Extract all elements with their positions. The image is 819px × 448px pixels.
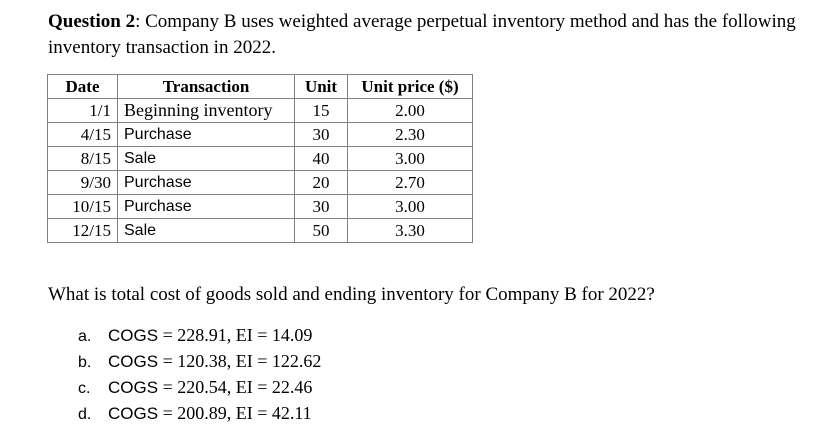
cell-transaction: Sale — [117, 218, 295, 243]
header-unit-price: Unit price ($) — [347, 74, 473, 99]
header-transaction: Transaction — [117, 74, 295, 99]
cell-price: 2.70 — [347, 170, 473, 195]
table-row: 12/15 Sale 50 3.30 — [47, 218, 473, 243]
option-d[interactable]: d. COGS = 200.89, EI = 42.11 — [78, 400, 321, 426]
cell-price: 2.00 — [347, 98, 473, 123]
cell-date: 4/15 — [47, 122, 118, 147]
cell-date: 8/15 — [47, 146, 118, 171]
cell-date: 12/15 — [47, 218, 118, 243]
table-row: 9/30 Purchase 20 2.70 — [47, 170, 473, 195]
table-header-row: Date Transaction Unit Unit price ($) — [47, 74, 473, 99]
option-text: = 200.89, EI = 42.11 — [158, 403, 312, 423]
cell-price: 3.00 — [347, 146, 473, 171]
cell-price: 2.30 — [347, 122, 473, 147]
cell-unit: 30 — [294, 194, 348, 219]
option-letter: c. — [78, 380, 91, 397]
cell-date: 9/30 — [47, 170, 118, 195]
header-unit: Unit — [294, 74, 348, 99]
table-row: 4/15 Purchase 30 2.30 — [47, 122, 473, 147]
option-letter: a. — [78, 328, 92, 345]
cell-price: 3.30 — [347, 218, 473, 243]
cell-unit: 15 — [294, 98, 348, 123]
option-cogs-label: COGS — [108, 326, 159, 345]
cell-unit: 40 — [294, 146, 348, 171]
cell-unit: 50 — [294, 218, 348, 243]
option-letter: b. — [78, 354, 92, 371]
option-text: = 228.91, EI = 14.09 — [158, 325, 313, 345]
table-row: 10/15 Purchase 30 3.00 — [47, 194, 473, 219]
table-row: 8/15 Sale 40 3.00 — [47, 146, 473, 171]
question-label: Question 2 — [48, 11, 136, 32]
option-cogs-label: COGS — [108, 352, 159, 371]
option-a[interactable]: a. COGS = 228.91, EI = 14.09 — [78, 322, 321, 348]
option-cogs-label: COGS — [108, 378, 159, 397]
cell-transaction: Beginning inventory — [117, 98, 295, 123]
question-prompt: What is total cost of goods sold and end… — [48, 284, 655, 305]
question-text: Question 2: Company B uses weighted aver… — [48, 9, 808, 61]
cell-unit: 30 — [294, 122, 348, 147]
table-row: 1/1 Beginning inventory 15 2.00 — [47, 98, 473, 123]
cell-transaction: Sale — [117, 146, 295, 171]
header-date: Date — [47, 74, 118, 99]
question-body: : Company B uses weighted average perpet… — [48, 11, 796, 58]
option-letter: d. — [78, 406, 92, 423]
cell-price: 3.00 — [347, 194, 473, 219]
option-c[interactable]: c. COGS = 220.54, EI = 22.46 — [78, 374, 321, 400]
cell-transaction: Purchase — [117, 122, 295, 147]
cell-transaction: Purchase — [117, 194, 295, 219]
cell-transaction: Purchase — [117, 170, 295, 195]
cell-date: 10/15 — [47, 194, 118, 219]
answer-options: a. COGS = 228.91, EI = 14.09 b. COGS = 120… — [78, 322, 321, 426]
inventory-table: Date Transaction Unit Unit price ($) 1/1… — [47, 74, 473, 243]
cell-date: 1/1 — [47, 98, 118, 123]
option-text: = 220.54, EI = 22.46 — [158, 377, 313, 397]
option-text: = 120.38, EI = 122.62 — [158, 351, 322, 371]
cell-unit: 20 — [294, 170, 348, 195]
option-cogs-label: COGS — [108, 404, 159, 423]
option-b[interactable]: b. COGS = 120.38, EI = 122.62 — [78, 348, 321, 374]
